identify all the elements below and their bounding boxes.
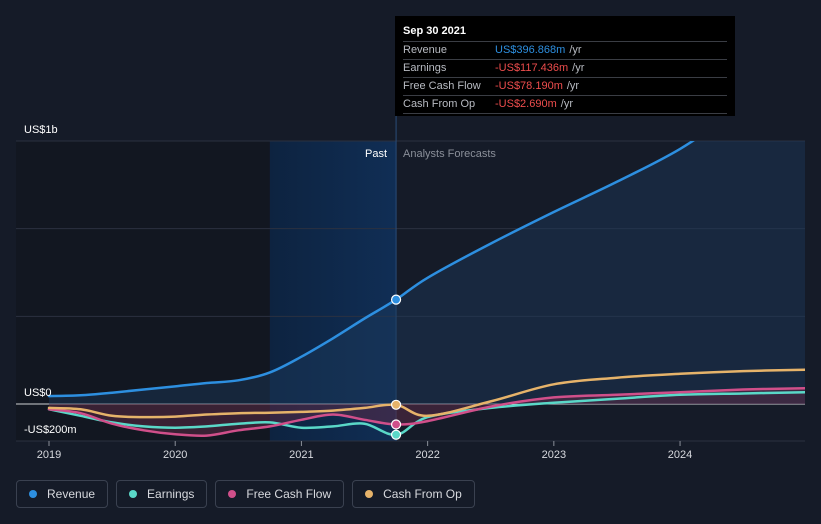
chart-background: [16, 141, 397, 441]
x-axis-ticks: 2019 2020 2021 2022 2023 2024: [37, 441, 692, 461]
legend-item-free-cash-flow[interactable]: Free Cash Flow: [215, 480, 345, 508]
past-highlight-region: [269, 141, 397, 441]
legend-item-cash-from-op[interactable]: Cash From Op: [352, 480, 475, 508]
legend: Revenue Earnings Free Cash Flow Cash Fro…: [16, 480, 475, 508]
line-revenue: [47, 141, 696, 398]
x-tick-label: 2021: [289, 449, 313, 461]
x-tick-label: 2024: [668, 449, 692, 461]
x-tick-label: 2023: [542, 449, 566, 461]
legend-dot-icon: [29, 490, 37, 498]
marker-earnings: [390, 429, 402, 440]
tooltip-label: Free Cash Flow: [403, 80, 481, 92]
tooltip-unit: /yr: [560, 98, 573, 110]
past-label: Past: [365, 148, 387, 160]
legend-label: Earnings: [147, 487, 195, 501]
y-axis-zero-label: US$0: [24, 387, 52, 399]
tooltip-row-cash-from-op: Cash From Op -US$2.690m /yr: [403, 96, 727, 114]
legend-label: Revenue: [47, 487, 96, 501]
x-tick-label: 2019: [37, 449, 61, 461]
tooltip-value: -US$117.436m: [495, 62, 569, 74]
y-axis-top-label: US$1b: [24, 124, 58, 136]
legend-dot-icon: [129, 490, 138, 498]
hover-markers: [390, 294, 402, 440]
tooltip-value: -US$78.190m: [495, 80, 563, 92]
past-region: [16, 141, 270, 441]
y-axis-bottom-label: -US$200m: [24, 424, 77, 436]
legend-label: Cash From Op: [383, 487, 462, 501]
tooltip-unit: /yr: [569, 44, 582, 56]
series-lines: [47, 141, 805, 438]
chart-canvas: US$1b US$0 -US$200m Past Analysts Foreca…: [16, 16, 805, 461]
tooltip-row-free-cash-flow: Free Cash Flow -US$78.190m /yr: [403, 78, 727, 96]
tooltip-value: -US$2.690m: [495, 98, 557, 110]
legend-label: Free Cash Flow: [246, 487, 332, 501]
tooltip-row-earnings: Earnings -US$117.436m /yr: [403, 60, 727, 78]
x-tick-label: 2020: [163, 449, 187, 461]
legend-item-revenue[interactable]: Revenue: [16, 480, 109, 508]
tooltip-unit: /yr: [572, 62, 585, 74]
marker-revenue: [390, 294, 402, 305]
line-cash-from-op: [47, 368, 805, 419]
tooltip-value: US$396.868m: [495, 44, 566, 56]
tooltip-unit: /yr: [566, 80, 580, 92]
legend-item-earnings[interactable]: Earnings: [116, 480, 208, 508]
tooltip-label: Cash From Op: [403, 98, 476, 110]
tooltip-label: Revenue: [403, 44, 448, 56]
tooltip-date: Sep 30 2021: [403, 24, 727, 42]
legend-dot-icon: [365, 490, 374, 498]
area-revenue: [49, 141, 805, 404]
tooltip-label: Earnings: [403, 62, 447, 74]
axis-labels: US$1b US$0 -US$200m Past Analysts Foreca…: [24, 124, 496, 436]
marker-cash-from-op: [390, 399, 402, 410]
tooltip: Sep 30 2021 Revenue US$396.868m /yr Earn…: [395, 16, 735, 116]
x-tick-label: 2022: [415, 449, 439, 461]
line-earnings: [47, 390, 805, 437]
forecast-label: Analysts Forecasts: [403, 148, 496, 160]
legend-dot-icon: [228, 490, 237, 498]
marker-free-cash-flow: [390, 419, 402, 430]
line-free-cash-flow: [47, 386, 805, 438]
tooltip-row-revenue: Revenue US$396.868m /yr: [403, 42, 727, 60]
